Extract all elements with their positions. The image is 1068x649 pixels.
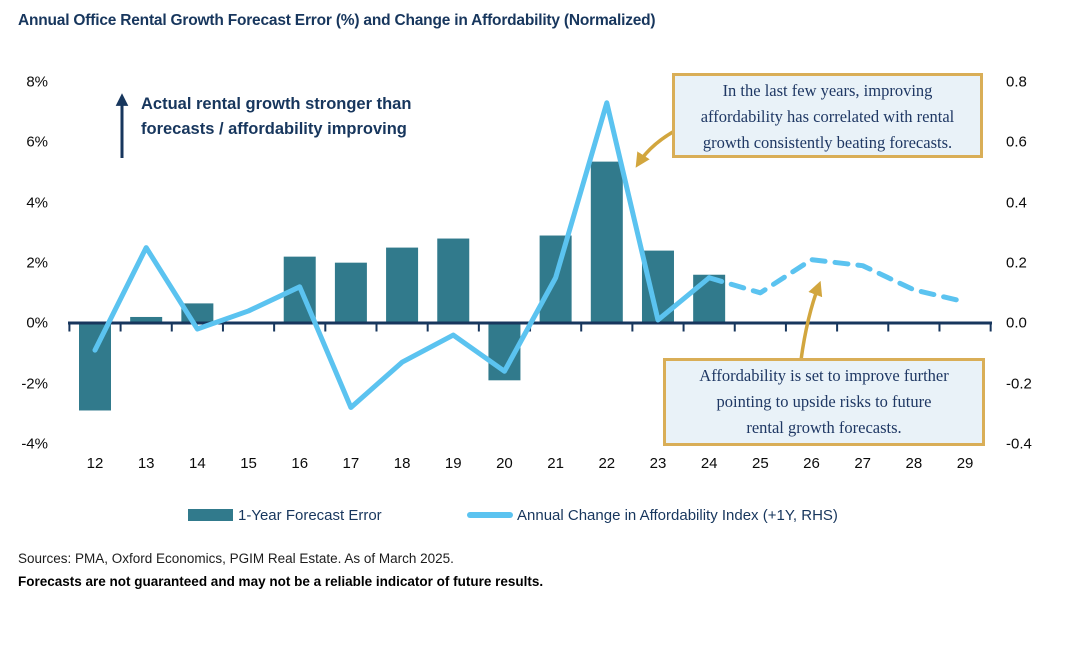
forecast-error-bar — [334, 262, 367, 323]
x-axis-tick-label: 22 — [598, 455, 616, 472]
disclaimer-text: Forecasts are not guaranteed and may not… — [18, 574, 544, 589]
right-axis-tick-label: -0.4 — [1006, 435, 1032, 453]
forecast-error-bar — [437, 238, 470, 323]
left-axis-tick-label: 8% — [26, 73, 48, 91]
x-axis-tick-label: 15 — [240, 455, 257, 472]
callout-affordability-forecast: Affordability is set to improve further … — [663, 358, 985, 446]
legend-label-forecast-error: 1-Year Forecast Error — [238, 506, 382, 524]
x-axis-tick-label: 18 — [393, 455, 411, 472]
forecast-error-bar — [130, 316, 163, 323]
x-axis-tick-label: 25 — [751, 455, 769, 472]
bar-swatch-icon — [188, 509, 233, 521]
right-axis-tick-label: 0.6 — [1006, 133, 1027, 151]
x-axis-tick-label: 19 — [444, 455, 462, 472]
callout-improving-affordability: In the last few years, improving afforda… — [672, 73, 983, 158]
x-axis-tick-label: 23 — [649, 455, 667, 472]
x-axis-tick-label: 26 — [803, 455, 820, 472]
legend-label-affordability: Annual Change in Affordability Index (+1… — [517, 506, 838, 524]
chart-legend: 1-Year Forecast Error Annual Change in A… — [0, 504, 1068, 526]
left-axis-tick-label: -2% — [21, 375, 48, 393]
x-axis-tick-label: 12 — [86, 455, 104, 472]
x-axis-tick-label: 20 — [496, 455, 513, 472]
x-axis-tick-label: 24 — [700, 455, 718, 472]
right-axis-tick-label: 0.4 — [1006, 194, 1027, 212]
x-axis-tick-label: 17 — [342, 455, 360, 472]
left-axis-tick-label: -4% — [21, 435, 48, 453]
left-axis-tick-label: 4% — [26, 194, 48, 212]
forecast-error-bar — [79, 323, 111, 411]
direction-annotation-text: Actual rental growth stronger than forec… — [141, 95, 412, 138]
affordability-line-solid — [92, 100, 712, 410]
legend-item-affordability: Annual Change in Affordability Index (+1… — [467, 504, 838, 526]
right-axis-tick-label: 0.2 — [1006, 254, 1027, 272]
x-axis-tick-label: 21 — [547, 455, 564, 472]
x-axis-tick-label: 16 — [291, 455, 309, 472]
x-axis-tick-label: 14 — [189, 455, 206, 472]
affordability-line-forecast-dashed — [706, 257, 968, 305]
right-axis-tick-label: 0.8 — [1006, 73, 1027, 91]
chart-title: Annual Office Rental Growth Forecast Err… — [18, 12, 656, 29]
left-axis-tick-label: 6% — [26, 133, 48, 151]
forecast-error-bar — [386, 247, 419, 323]
forecast-error-bar — [590, 161, 623, 323]
x-axis-tick-label: 28 — [905, 455, 923, 472]
callout-bottom-arrow-icon — [799, 280, 823, 361]
left-axis-tick-label: 2% — [26, 254, 48, 272]
right-axis-tick-label: 0.0 — [1006, 314, 1027, 332]
legend-item-forecast-error: 1-Year Forecast Error — [188, 504, 382, 526]
sources-text: Sources: PMA, Oxford Economics, PGIM Rea… — [18, 551, 454, 566]
x-axis-tick-label: 27 — [854, 455, 872, 472]
x-axis-tick-label: 29 — [956, 455, 974, 472]
x-axis-tick-label: 13 — [137, 455, 155, 472]
line-swatch-icon — [467, 512, 513, 518]
left-axis-tick-label: 0% — [26, 314, 48, 332]
right-axis-tick-label: -0.2 — [1006, 375, 1032, 393]
